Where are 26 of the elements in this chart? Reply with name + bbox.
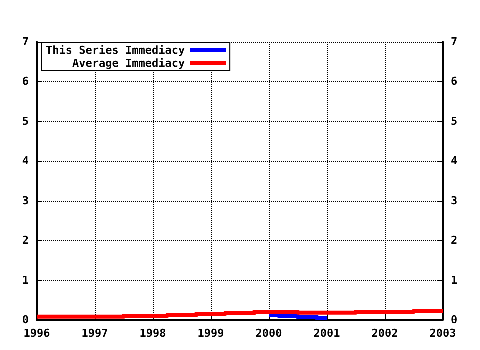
- y-tick-label: 5: [22, 114, 29, 128]
- y-tick-label: 0: [22, 314, 29, 326]
- y-tick-label: 3: [22, 194, 29, 208]
- legend-label: This Series Immediacy: [46, 44, 186, 57]
- y-tick-label: 6: [22, 75, 30, 88]
- x-tick-label: 1997: [82, 327, 108, 340]
- y2-tick-label: 1: [451, 274, 458, 287]
- x-tick-label: 2001: [314, 327, 341, 340]
- x-tick-label: 1996: [24, 327, 51, 340]
- legend-label: Average Immediacy: [72, 57, 186, 70]
- y2-tick-label: 0: [451, 314, 458, 326]
- x-tick-label: 1998: [140, 327, 166, 340]
- x-tick-label: 2002: [372, 327, 398, 340]
- y2-tick-label: 5: [451, 114, 458, 128]
- y2-tick-label: 3: [451, 194, 458, 208]
- x-tick-label: 2000: [256, 327, 282, 340]
- y-tick-label: 4: [22, 154, 30, 168]
- y-tick-label: 7: [22, 36, 29, 48]
- y2-tick-label: 6: [451, 75, 458, 88]
- x-tick-label: 1999: [198, 327, 224, 340]
- y2-tick-label: 7: [451, 36, 458, 48]
- y-tick-label: 1: [22, 274, 30, 287]
- y-tick-label: 2: [22, 234, 29, 248]
- y2-tick-label: 4: [451, 154, 458, 168]
- x-tick-label: 2003: [430, 327, 456, 340]
- y2-tick-label: 2: [451, 234, 458, 248]
